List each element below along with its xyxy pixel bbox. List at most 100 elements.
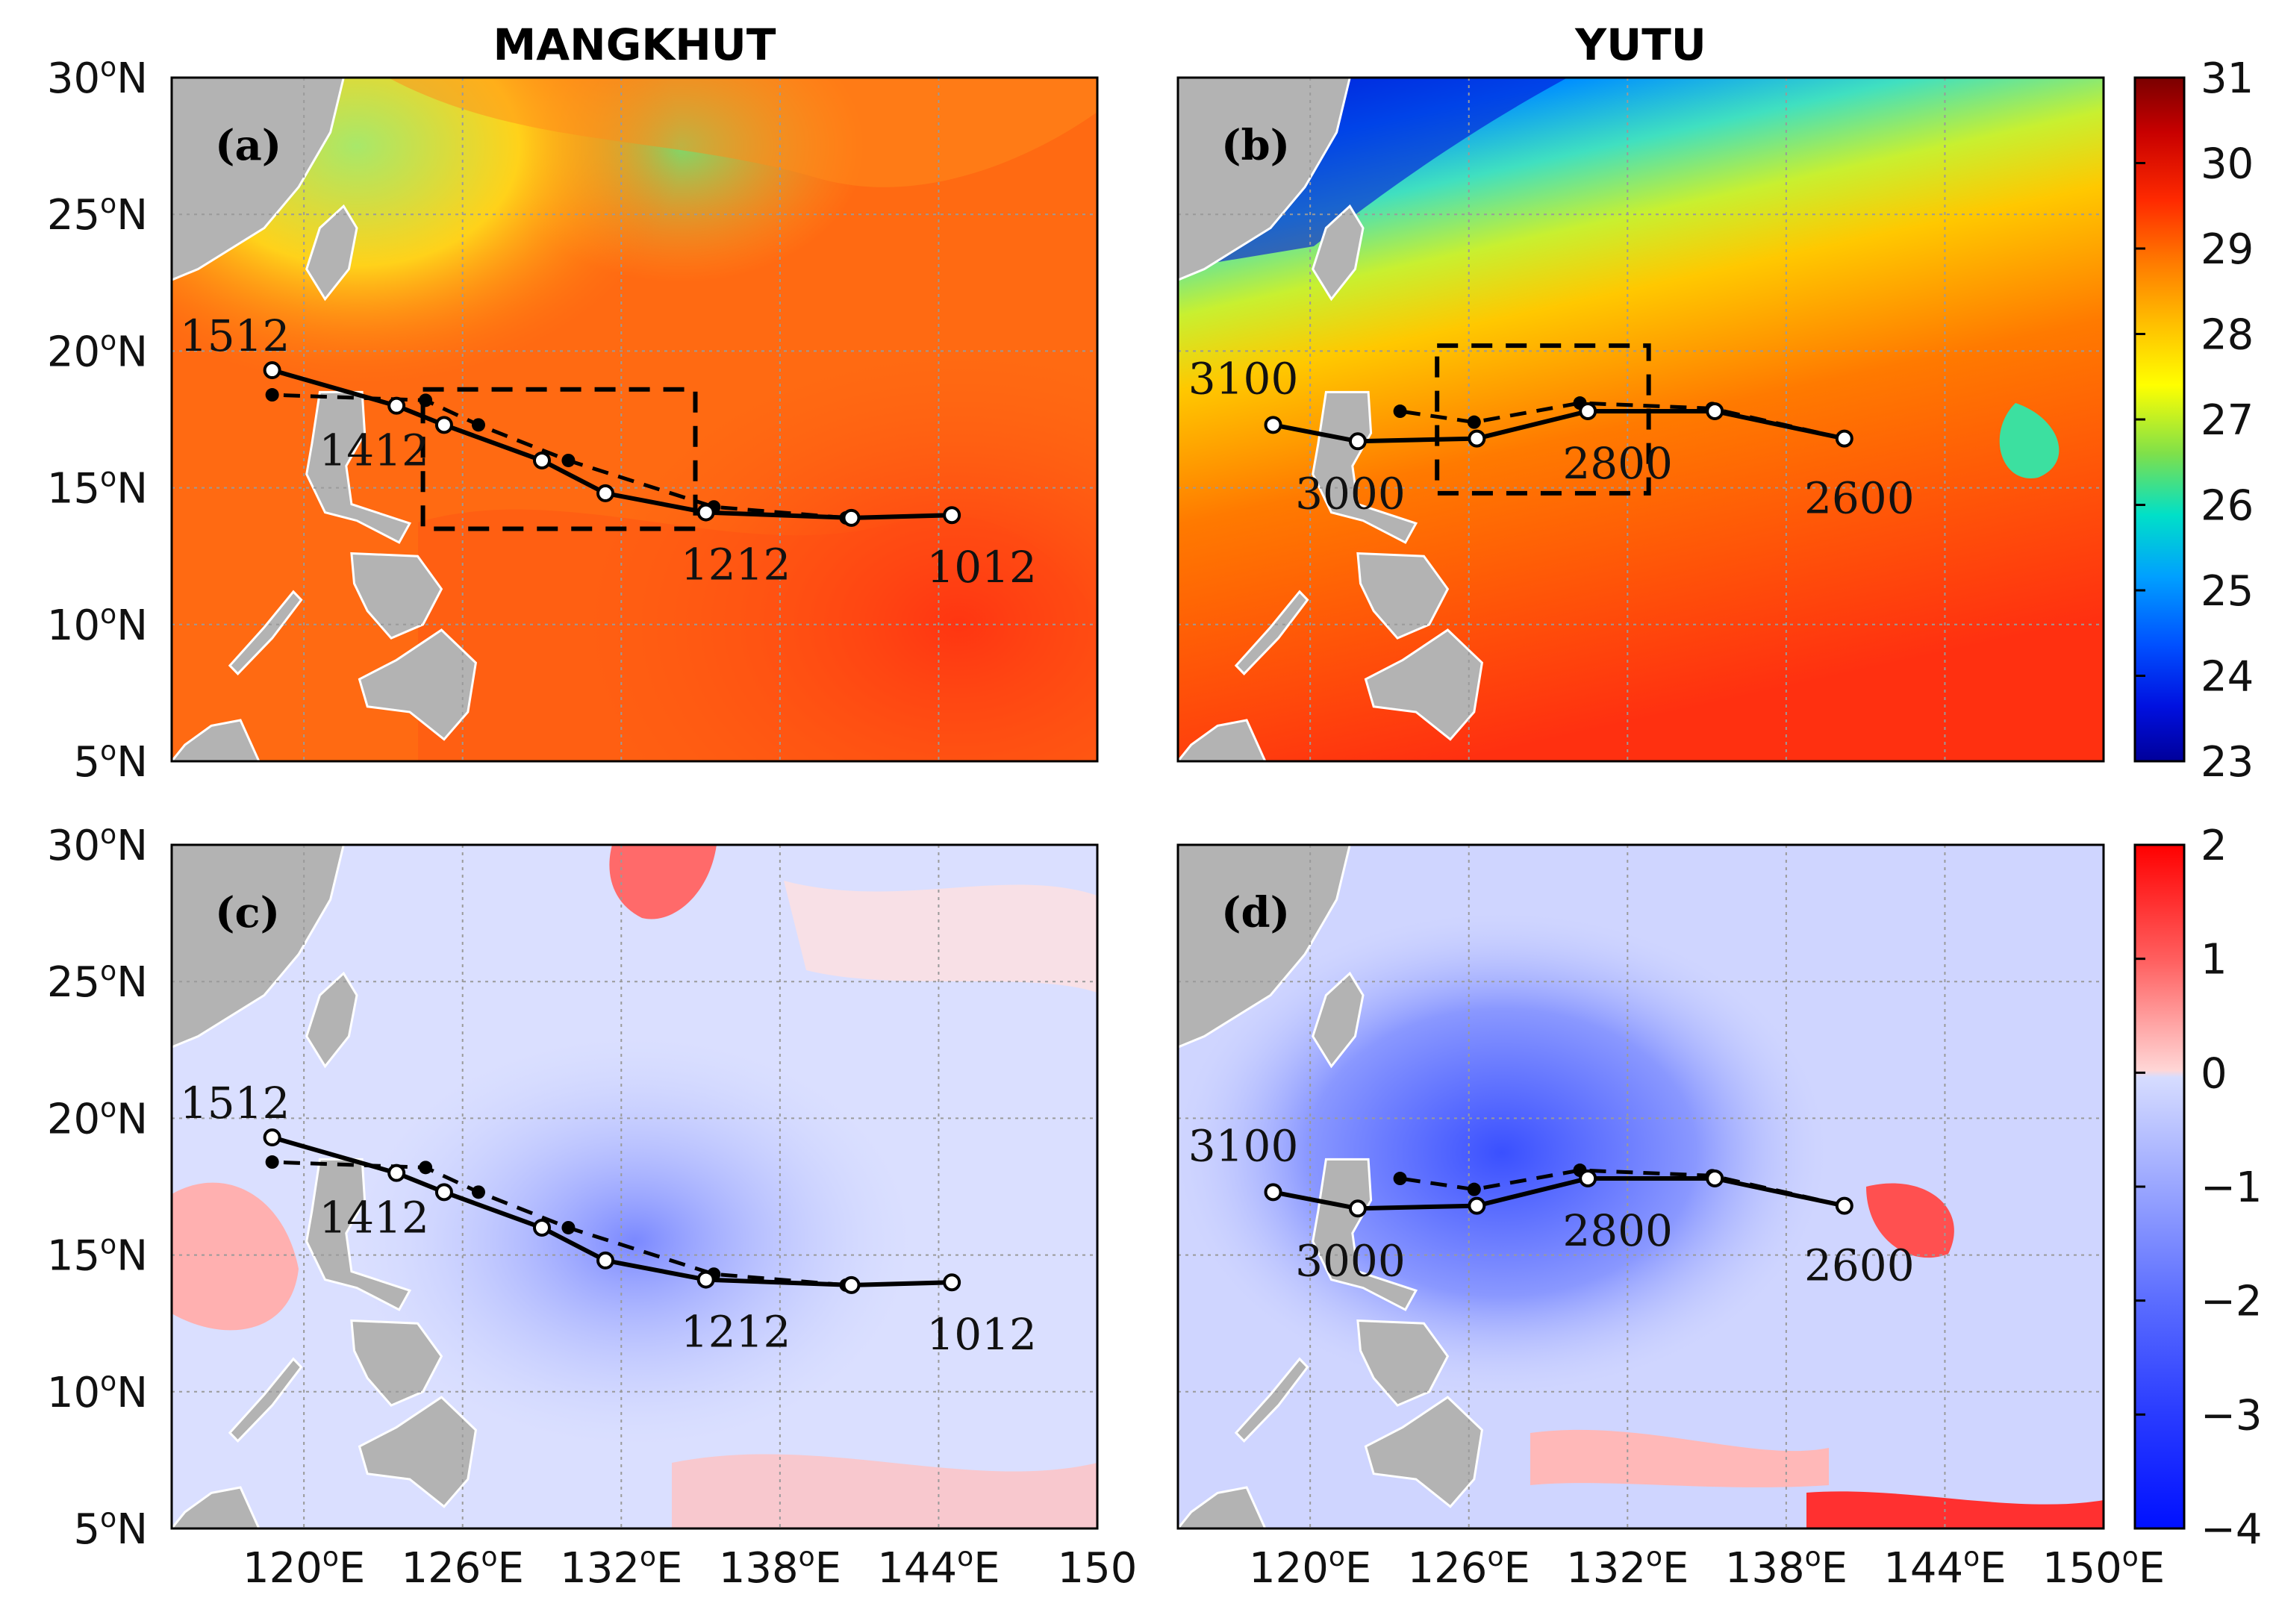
best-track-point: [1579, 402, 1597, 421]
panel-d-frame: [1176, 843, 2105, 1530]
colorbar-anomaly-label: 1: [2201, 936, 2227, 984]
y-tick-label: 15oN: [47, 1230, 148, 1281]
best-track-point: [1468, 1196, 1486, 1215]
land-luzon: [1312, 1158, 1418, 1311]
best-track-point: [1706, 402, 1724, 421]
model-track-point: [1467, 415, 1481, 429]
best-track-point: [263, 1128, 281, 1147]
land-mindanao: [358, 628, 478, 741]
track-date-label: 1212: [681, 540, 791, 590]
colorbar-anomaly-label: 2: [2201, 822, 2227, 870]
colorbar-sst-label: 25: [2201, 567, 2254, 616]
title-mangkhut: MANGKHUT: [493, 19, 776, 70]
colorbar-sst-label: 28: [2201, 311, 2254, 360]
colorbar-sst-label: 27: [2201, 396, 2254, 445]
track-date-label: 3000: [1295, 468, 1406, 519]
land-palawan: [228, 590, 303, 675]
y-tick-label: 30oN: [47, 819, 148, 870]
x-tick-label: 144oE: [877, 1542, 1000, 1593]
best-track-point: [1348, 432, 1367, 451]
best-track-point: [263, 361, 281, 380]
best-track-point: [596, 484, 615, 502]
land-borneo: [172, 1486, 261, 1528]
x-tick-label: 120oE: [243, 1542, 365, 1593]
land-china: [1178, 78, 1351, 281]
colorbar-anomaly-label: 0: [2201, 1049, 2227, 1098]
model-track-point: [1393, 1172, 1407, 1186]
best-track-point: [1348, 1199, 1367, 1218]
best-track-point: [434, 416, 453, 434]
land-borneo: [1178, 1486, 1267, 1528]
best-track-point: [1468, 429, 1486, 448]
model-track-point: [1467, 1182, 1481, 1196]
panel-label: (a): [215, 121, 281, 170]
best-track-point: [1264, 1183, 1282, 1202]
land-visayas: [350, 552, 443, 640]
best-track-point: [1835, 429, 1853, 448]
model-track-point: [419, 1161, 433, 1175]
panel-d-warm-anomaly: [1866, 1183, 1954, 1258]
track-date-label: 1212: [681, 1307, 791, 1358]
panel-b-sst-map: [1178, 78, 2104, 761]
y-tick-label: 5oN: [73, 1503, 148, 1554]
track-date-label: 1012: [926, 1309, 1037, 1360]
land-taiwan: [1312, 204, 1365, 302]
best-track-point: [387, 1164, 406, 1182]
y-tick-label: 10oN: [47, 599, 148, 650]
y-tick-label: 15oN: [47, 463, 148, 513]
colorbar-anomaly-label: −4: [2201, 1505, 2263, 1554]
x-tick-label: 132oE: [1566, 1542, 1689, 1593]
model-track-point: [561, 453, 576, 467]
x-tick-label: 150oE: [2042, 1542, 2165, 1593]
land-china: [172, 78, 345, 281]
panel-b-frame: [1176, 76, 2105, 763]
land-luzon: [1312, 390, 1418, 544]
model-track-point: [471, 1185, 485, 1199]
colorbar-sst-label: 31: [2201, 54, 2254, 103]
panel-label: (b): [1221, 121, 1290, 170]
x-tick-label: 150: [1058, 1544, 1138, 1593]
land-borneo: [172, 719, 261, 761]
panel-c-anomaly-map: [172, 845, 1097, 1528]
panel-d-cooling: [1178, 845, 2104, 1528]
x-tick-label: 138oE: [719, 1542, 841, 1593]
land-taiwan: [305, 971, 358, 1069]
panel-c-warm-anomaly: [609, 845, 717, 919]
colorbar-sst-label: 24: [2201, 653, 2254, 702]
best-track-point: [1706, 1169, 1724, 1188]
panel-a-sst-south: [418, 509, 1097, 761]
y-tick-label: 25oN: [47, 956, 148, 1007]
model-track-point: [471, 418, 485, 432]
land-luzon: [305, 1158, 412, 1311]
y-tick-label: 25oN: [47, 189, 148, 240]
panel-c-overlay: 5oN 10oN 15oN 20oN 25oN 30oN 120oE 126oE 132oE 13…: [47, 819, 1138, 1593]
model-track-point: [419, 393, 433, 407]
best-track-point: [533, 1218, 551, 1237]
model-track-point: [265, 1155, 279, 1169]
x-tick-label: 120oE: [1249, 1542, 1371, 1593]
y-tick-label: 5oN: [73, 736, 148, 787]
panel-c-warm-margin: [172, 1182, 299, 1331]
panel-a-frame: [170, 76, 1099, 763]
best-track-point: [842, 508, 861, 527]
best-track-point: [943, 1273, 961, 1292]
best-track-point: [696, 1270, 715, 1289]
best-track-point: [1835, 1196, 1853, 1215]
colorbar-sst-label: 23: [2201, 738, 2254, 787]
best-track-point: [943, 506, 961, 525]
land-palawan: [1234, 590, 1309, 675]
panel-a-sst-map: [172, 78, 1097, 761]
best-track-point: [596, 1251, 615, 1269]
analysis-box: [1435, 343, 1651, 496]
panel-a-sst-swirl: [388, 78, 1097, 187]
land-visayas: [350, 1319, 443, 1407]
land-mindanao: [1364, 1396, 1484, 1508]
track-date-label: 1512: [180, 1078, 290, 1128]
track-date-label: 1412: [319, 425, 429, 476]
y-tick-label: 10oN: [47, 1367, 148, 1417]
x-tick-label: 132oE: [560, 1542, 682, 1593]
best-track-point: [434, 1183, 453, 1202]
model-track-point: [1393, 405, 1407, 419]
track-date-label: 1512: [180, 310, 290, 361]
